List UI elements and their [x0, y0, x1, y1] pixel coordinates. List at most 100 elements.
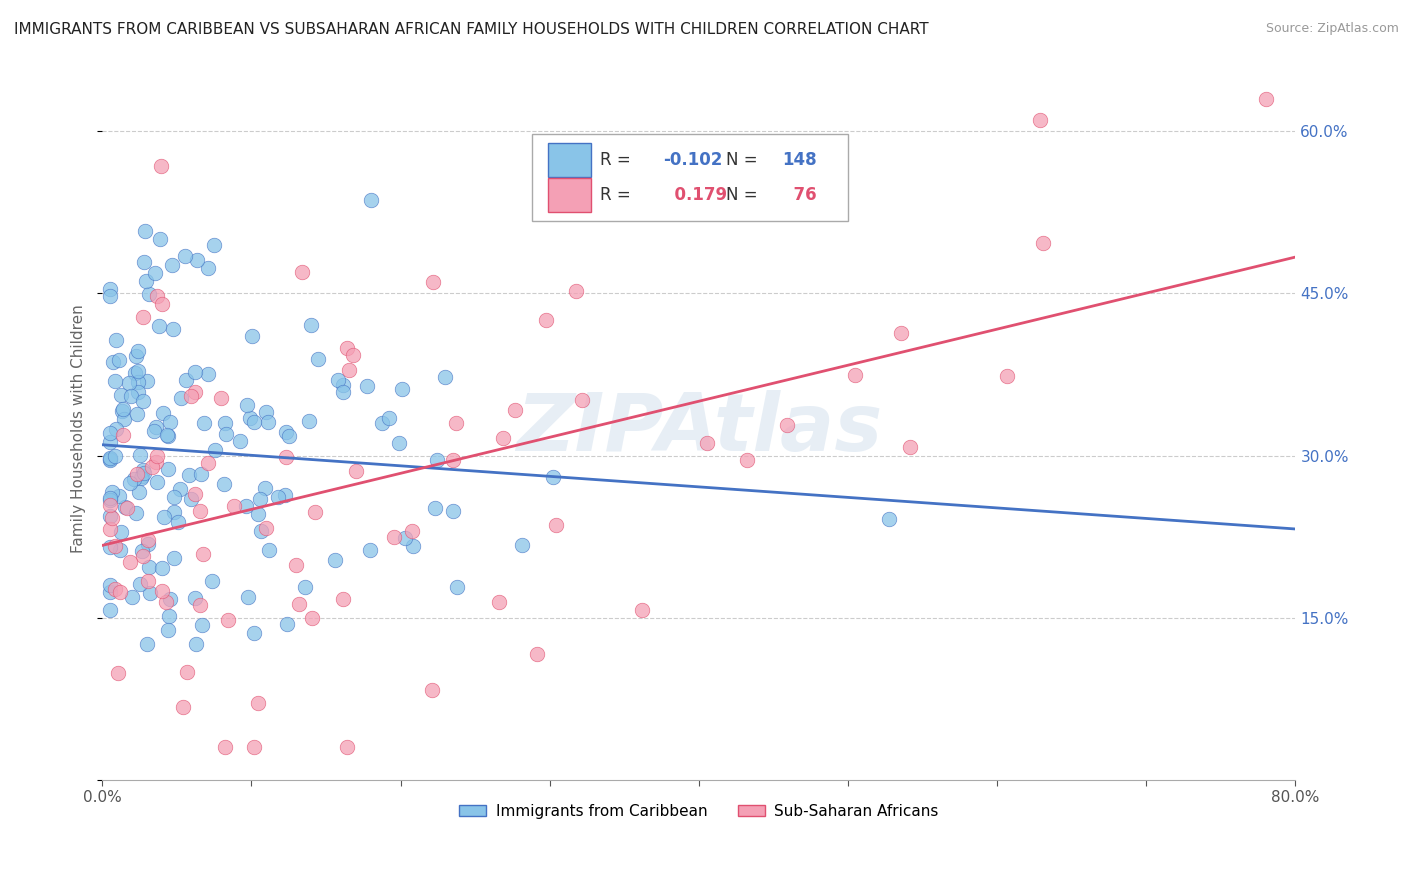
- Point: [98, 289, 121, 303]
- Point: [98, 453, 121, 467]
- Point: [98, 541, 121, 555]
- Point: [159, 592, 181, 607]
- Point: [129, 576, 152, 591]
- Point: [132, 467, 155, 481]
- Point: [278, 428, 301, 442]
- Point: [298, 414, 321, 428]
- Point: [104, 449, 127, 463]
- Point: [228, 434, 250, 449]
- Point: [98, 451, 121, 466]
- Point: [118, 376, 141, 390]
- Point: [98, 281, 121, 295]
- Point: [267, 490, 290, 504]
- Point: [107, 666, 129, 681]
- Point: [197, 367, 219, 381]
- Point: [184, 591, 207, 605]
- Point: [510, 538, 533, 552]
- Point: [111, 404, 134, 418]
- Point: [877, 512, 900, 526]
- Point: [197, 261, 219, 276]
- Point: [541, 470, 564, 484]
- Point: [104, 582, 127, 596]
- Point: [433, 369, 456, 384]
- Point: [503, 403, 526, 417]
- Point: [152, 406, 174, 420]
- Point: [332, 378, 354, 392]
- Point: [1254, 92, 1277, 106]
- Point: [446, 580, 468, 594]
- Point: [134, 255, 156, 269]
- Point: [526, 647, 548, 661]
- Point: [112, 411, 135, 425]
- Point: [371, 416, 394, 430]
- Point: [132, 310, 155, 325]
- Point: [382, 530, 405, 544]
- Point: [377, 410, 399, 425]
- Point: [156, 623, 179, 637]
- Point: [98, 425, 121, 440]
- Point: [150, 297, 173, 311]
- Point: [120, 389, 142, 403]
- Point: [127, 364, 149, 378]
- Point: [441, 504, 464, 518]
- Point: [235, 398, 257, 412]
- Point: [177, 467, 200, 482]
- Point: [153, 510, 176, 524]
- Point: [209, 391, 232, 405]
- Point: [135, 374, 157, 388]
- Point: [160, 258, 183, 272]
- Point: [143, 424, 166, 438]
- Point: [180, 389, 202, 403]
- Point: [1029, 112, 1052, 127]
- Point: [254, 520, 277, 534]
- Point: [240, 328, 263, 343]
- Point: [135, 274, 157, 288]
- Point: [246, 696, 269, 710]
- Point: [197, 456, 219, 470]
- Point: [132, 394, 155, 409]
- Text: 0.179: 0.179: [664, 186, 727, 204]
- Point: [127, 407, 149, 421]
- Point: [239, 411, 262, 425]
- Point: [148, 318, 170, 333]
- Point: [488, 595, 510, 609]
- Point: [145, 289, 167, 303]
- Point: [254, 405, 277, 419]
- Point: [98, 491, 121, 506]
- Point: [129, 448, 152, 462]
- Point: [169, 391, 191, 405]
- Point: [169, 482, 191, 496]
- Point: [100, 511, 122, 525]
- Point: [167, 515, 190, 529]
- Point: [631, 603, 654, 617]
- Point: [243, 625, 266, 640]
- Point: [342, 348, 364, 362]
- Point: [138, 559, 160, 574]
- Point: [184, 365, 207, 379]
- Point: [696, 436, 718, 450]
- Point: [162, 321, 184, 335]
- Point: [426, 453, 449, 467]
- Point: [188, 598, 211, 612]
- Point: [131, 468, 153, 483]
- Point: [235, 499, 257, 513]
- Point: [304, 505, 326, 519]
- Point: [776, 417, 799, 432]
- Point: [236, 590, 259, 604]
- Point: [98, 450, 121, 465]
- Point: [242, 415, 264, 429]
- Point: [138, 287, 160, 301]
- Point: [344, 464, 367, 478]
- Point: [898, 440, 921, 454]
- Point: [118, 555, 141, 569]
- Point: [388, 436, 411, 450]
- Point: [107, 352, 129, 367]
- Point: [176, 665, 198, 680]
- Point: [1032, 236, 1054, 251]
- Point: [188, 504, 211, 518]
- Point: [193, 416, 215, 430]
- Point: [288, 598, 311, 612]
- Point: [115, 501, 138, 516]
- Point: [108, 489, 131, 503]
- Point: [172, 700, 194, 714]
